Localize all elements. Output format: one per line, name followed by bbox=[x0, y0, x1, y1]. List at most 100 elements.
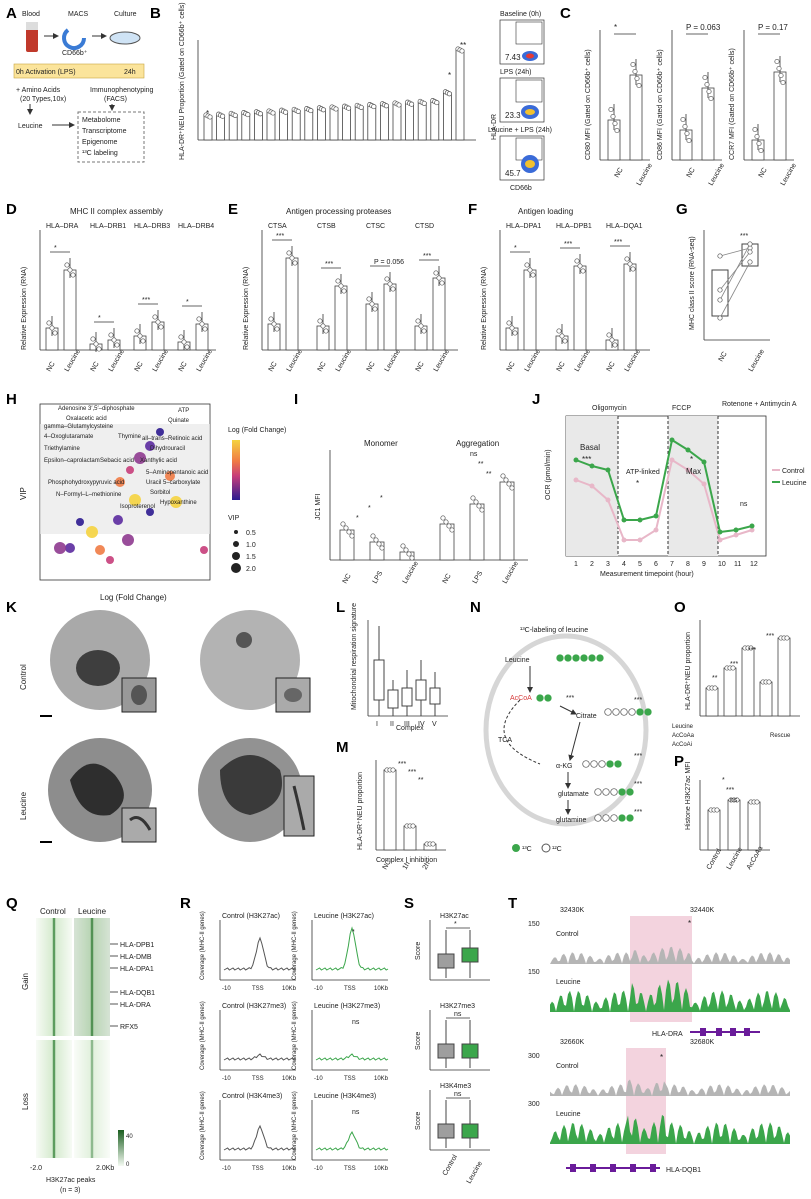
sig-label: * bbox=[380, 495, 383, 502]
data-point bbox=[574, 258, 580, 264]
data-point bbox=[589, 463, 595, 469]
track-ymax: 300 bbox=[528, 1053, 540, 1060]
tick-label: 3 bbox=[606, 561, 610, 568]
data-point bbox=[580, 268, 586, 274]
group-label: Leucine bbox=[524, 348, 542, 373]
group-label: Leucine bbox=[64, 348, 82, 373]
panel-j-ylabel: OCR (pmol/min) bbox=[545, 449, 552, 500]
metabolite-label: 4–Oxoglutaramate bbox=[44, 434, 94, 440]
panel-d-title: MHC II complex assembly bbox=[70, 207, 163, 216]
legend-label: Control bbox=[782, 468, 805, 475]
data-point bbox=[349, 533, 355, 539]
tick-label: TSS bbox=[344, 986, 356, 992]
tick-label: 10Kb bbox=[282, 986, 297, 992]
r-title: Leucine (H3K4me3) bbox=[314, 1093, 376, 1100]
tick-label: 12 bbox=[750, 561, 758, 568]
panel-p: P Histone H3K27ac MFI Control Leucine AcCo… bbox=[674, 753, 770, 871]
data-point bbox=[608, 106, 614, 113]
data-point bbox=[245, 112, 251, 118]
coverage-line bbox=[223, 1053, 297, 1061]
c13-carbon bbox=[588, 654, 596, 662]
data-point bbox=[512, 330, 518, 336]
r-ylabel: Coverage (MHC-II genes) bbox=[200, 1091, 206, 1160]
box bbox=[401, 687, 413, 707]
sig-label: *** bbox=[564, 241, 572, 248]
metabolite-label: Dihydrouracil bbox=[150, 446, 185, 452]
data-point bbox=[421, 328, 427, 334]
panel-q: Q Control Leucine Gain Loss HLA-DPB1 HLA-… bbox=[6, 895, 155, 1194]
data-point bbox=[383, 103, 389, 109]
data-point bbox=[415, 318, 421, 324]
group-label: Leucine bbox=[196, 348, 214, 373]
tick-label: II bbox=[390, 721, 394, 728]
data-point bbox=[410, 823, 416, 829]
box bbox=[373, 659, 385, 701]
bar bbox=[623, 263, 637, 351]
data-point bbox=[340, 521, 346, 527]
sig-label: *** bbox=[614, 239, 622, 246]
track-label: Leucine bbox=[556, 979, 581, 986]
data-point bbox=[708, 95, 714, 102]
metabolite-label: Uracil 5–carboxylate bbox=[146, 480, 201, 486]
metabolite-label: N–Formyl–L–methionine bbox=[56, 492, 122, 498]
data-point bbox=[343, 525, 349, 531]
data-point bbox=[605, 467, 611, 473]
data-point bbox=[702, 74, 708, 81]
data-point bbox=[366, 296, 372, 302]
sig-label: *** bbox=[748, 647, 756, 654]
group-label: Leucine bbox=[335, 348, 353, 373]
panel-f: F Antigen loading Relative Expression (R… bbox=[468, 201, 650, 373]
sig-label: ** bbox=[712, 675, 718, 682]
em-image bbox=[200, 610, 311, 713]
s-title: H3K4me3 bbox=[440, 1083, 471, 1090]
data-point bbox=[749, 527, 755, 533]
tick-label: 2h bbox=[422, 861, 432, 871]
data-point bbox=[421, 100, 427, 106]
phase-label: Oligomycin bbox=[592, 405, 627, 412]
box bbox=[387, 689, 399, 709]
r-title: Control (H3K27ac) bbox=[222, 913, 280, 920]
timeline-24h: 24h bbox=[124, 69, 136, 76]
coverage-line bbox=[315, 1130, 389, 1151]
sig-label: * bbox=[514, 245, 517, 252]
tick-label: 10Kb bbox=[374, 986, 389, 992]
data-point bbox=[49, 325, 55, 331]
tick-label: 6 bbox=[654, 561, 658, 568]
data-point bbox=[115, 477, 125, 487]
tick-label: I bbox=[376, 721, 378, 728]
c-pval: * bbox=[614, 23, 617, 32]
tick-label: -10 bbox=[314, 1166, 323, 1172]
data-point bbox=[748, 645, 754, 651]
data-point bbox=[717, 253, 723, 259]
immuno-label: Immunophenotyping bbox=[90, 87, 154, 94]
box bbox=[461, 1123, 479, 1139]
data-point bbox=[766, 679, 772, 685]
tick-label: 10Kb bbox=[374, 1166, 389, 1172]
bar bbox=[741, 647, 755, 717]
metabolite-label: Sorbitol bbox=[150, 490, 170, 496]
c13-carbon bbox=[644, 708, 652, 716]
panel-letter-b: B bbox=[150, 5, 161, 22]
sig-label: * bbox=[448, 71, 451, 80]
metabolite-label: Oxalacetic acid bbox=[66, 416, 107, 422]
bar bbox=[279, 110, 289, 141]
data-point bbox=[449, 527, 455, 533]
bar bbox=[573, 265, 587, 351]
gene-label: HLA–DRB3 bbox=[134, 223, 170, 230]
data-point bbox=[320, 323, 326, 329]
data-point bbox=[686, 137, 692, 144]
tick-label: -10 bbox=[314, 986, 323, 992]
q-subtitle: (n = 3) bbox=[60, 1187, 80, 1194]
data-point bbox=[400, 543, 406, 549]
panel-c: C CD80 MFI (Gated on CD66b⁺ cells) * NC Leu… bbox=[560, 5, 798, 187]
data-point bbox=[754, 799, 760, 805]
track-ymax: 150 bbox=[528, 969, 540, 976]
ylabel: Relative Expression (RNA) bbox=[243, 267, 250, 350]
amino-acids-sub: (20 Types,10x) bbox=[20, 96, 66, 103]
h-legend-title: Log (Fold Change) bbox=[228, 427, 286, 434]
panel-j-xlabel: Measurement timepoint (hour) bbox=[600, 571, 694, 578]
data-point bbox=[93, 341, 99, 347]
bar bbox=[342, 106, 352, 141]
box bbox=[461, 1043, 479, 1059]
metabolite-label: all–trans–Retinoic acid bbox=[142, 436, 202, 442]
